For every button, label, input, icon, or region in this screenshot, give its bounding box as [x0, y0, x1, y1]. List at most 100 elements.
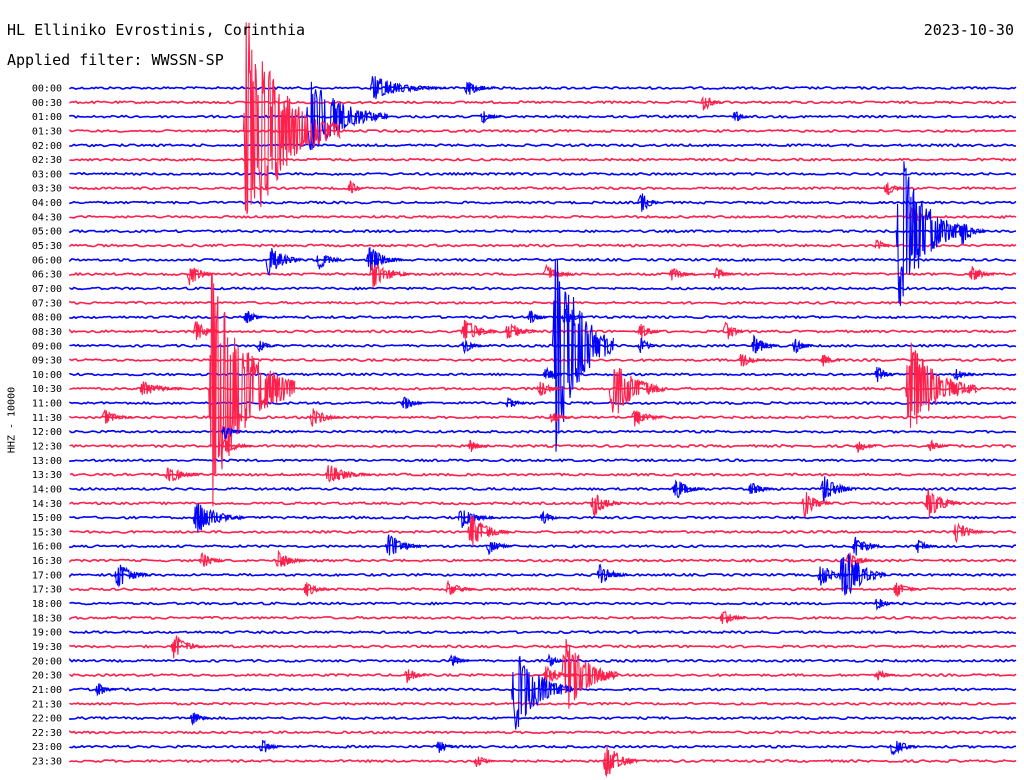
event-burst	[542, 263, 574, 279]
trace-line	[69, 171, 1017, 177]
trace-line	[69, 343, 1017, 348]
event-burst	[791, 338, 814, 354]
event-burst	[820, 354, 842, 367]
time-label: 16:30	[32, 556, 62, 567]
event-burst	[242, 310, 265, 324]
event-burst	[198, 551, 226, 567]
event-burst	[457, 510, 494, 528]
time-label: 09:30	[32, 356, 62, 367]
event-burst	[637, 193, 659, 212]
time-label: 20:30	[32, 671, 62, 682]
time-label: 00:30	[32, 98, 62, 109]
event-burst	[164, 467, 201, 482]
trace-line	[69, 243, 1017, 248]
trace-line	[69, 415, 1017, 420]
time-label: 04:30	[32, 212, 62, 223]
event-burst	[504, 397, 527, 408]
event-burst	[208, 273, 296, 507]
trace-line	[69, 587, 1017, 592]
trace-line	[69, 228, 1017, 234]
event-burst	[101, 409, 133, 424]
trace-line	[69, 200, 1017, 205]
event-burst	[838, 552, 887, 596]
trace-line	[69, 272, 1017, 277]
trace-line	[69, 100, 1017, 105]
time-label: 06:00	[32, 255, 62, 266]
time-label: 11:00	[32, 399, 62, 410]
event-burst	[589, 494, 622, 517]
trace-line	[69, 328, 1017, 334]
trace-line	[69, 644, 1017, 649]
trace-line	[69, 657, 1017, 663]
event-burst	[309, 408, 341, 427]
trace-line	[69, 357, 1017, 363]
time-label: 05:00	[32, 227, 62, 238]
event-burst	[873, 598, 896, 611]
trace-line	[69, 429, 1017, 434]
event-burst	[94, 682, 117, 697]
event-burst	[255, 340, 278, 352]
trace-line	[69, 601, 1017, 606]
time-label: 12:00	[32, 427, 62, 438]
time-label: 11:30	[32, 413, 62, 424]
time-label: 03:00	[32, 169, 62, 180]
time-label: 14:30	[32, 499, 62, 510]
event-burst	[192, 503, 245, 533]
time-label: 15:30	[32, 527, 62, 538]
event-burst	[463, 81, 496, 96]
time-label: 02:30	[32, 155, 62, 166]
time-label: 22:30	[32, 728, 62, 739]
time-label: 15:00	[32, 513, 62, 524]
time-label: 21:00	[32, 685, 62, 696]
event-burst	[819, 476, 857, 503]
event-burst	[854, 441, 877, 453]
event-burst	[536, 381, 563, 396]
event-burst	[924, 488, 961, 518]
event-burst	[302, 582, 330, 597]
trace-line	[69, 529, 1017, 535]
event-burst	[510, 656, 573, 730]
event-burst	[958, 223, 986, 245]
trace-line	[69, 730, 1017, 735]
event-burst	[186, 267, 213, 286]
trace-line	[69, 544, 1017, 549]
event-burst	[738, 353, 765, 368]
trace-line	[69, 758, 1017, 764]
event-burst	[927, 439, 950, 452]
event-burst	[315, 255, 342, 270]
time-label: 03:30	[32, 184, 62, 195]
time-label: 01:30	[32, 126, 62, 137]
trace-line	[69, 300, 1017, 305]
event-burst	[905, 342, 978, 428]
trace-line	[69, 629, 1017, 635]
event-burst	[479, 111, 502, 124]
event-burst	[883, 182, 905, 196]
time-label: 19:30	[32, 642, 62, 653]
trace-line	[69, 486, 1017, 492]
trace-line	[69, 128, 1017, 134]
event-burst	[750, 334, 778, 354]
event-burst	[189, 711, 212, 726]
event-burst	[435, 741, 458, 753]
time-label: 20:00	[32, 656, 62, 667]
event-burst	[460, 338, 483, 355]
event-burst	[485, 542, 513, 556]
trace-line	[69, 615, 1017, 621]
event-burst	[242, 22, 341, 215]
event-burst	[608, 367, 666, 414]
time-label: 07:00	[32, 284, 62, 295]
filter-label: Applied filter: WWSSN-SP	[7, 51, 224, 69]
time-labels: 00:00 00:30 01:00 01:30 02:00 02:30 03:00 03:30…	[32, 84, 62, 768]
event-burst	[264, 248, 302, 276]
trace-lines	[69, 85, 1017, 764]
event-burst	[968, 266, 995, 280]
time-label: 04:00	[32, 198, 62, 209]
trace-line	[69, 472, 1017, 477]
time-label: 08:00	[32, 313, 62, 324]
event-burst	[889, 740, 917, 756]
event-burst	[914, 539, 937, 553]
trace-line	[69, 286, 1017, 291]
event-burst	[466, 515, 510, 547]
trace-line	[69, 715, 1017, 721]
record-date: 2023-10-30	[923, 21, 1014, 39]
